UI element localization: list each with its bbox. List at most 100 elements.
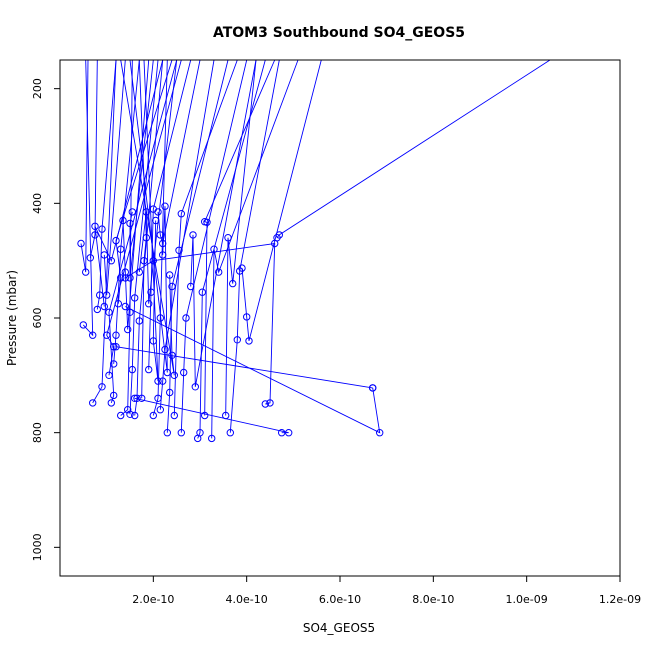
data-point — [112, 236, 120, 245]
y-tick-label: 400 — [31, 193, 44, 214]
profile-line — [190, 59, 257, 387]
data-point — [131, 394, 139, 402]
profile-line — [152, 59, 168, 416]
x-tick-label: 1.2e-09 — [599, 593, 641, 606]
data-point — [226, 429, 235, 437]
data-point — [166, 388, 174, 397]
data-point — [154, 377, 162, 385]
data-point — [131, 294, 139, 302]
x-axis: 2.0e-10 4.0e-10 6.0e-10 8.0e-10 1.0e-09 1.2e-… — [132, 575, 641, 606]
data-point — [145, 300, 153, 308]
profile-line — [159, 59, 215, 410]
profiles-layer — [77, 59, 551, 443]
profile-line — [82, 59, 94, 337]
data-point — [243, 313, 251, 321]
data-point — [166, 271, 174, 279]
data-point — [191, 383, 200, 391]
data-point — [285, 429, 293, 437]
data-point — [245, 337, 253, 345]
data-point — [121, 302, 130, 311]
plot-frame — [59, 59, 621, 577]
data-point — [152, 216, 160, 225]
data-point — [103, 291, 111, 299]
data-point — [201, 411, 209, 420]
profile-line — [89, 59, 98, 258]
data-point — [128, 208, 137, 216]
data-point — [149, 411, 158, 420]
data-point — [145, 365, 153, 374]
data-point — [117, 274, 125, 282]
x-tick-label: 2.0e-10 — [132, 593, 174, 606]
y-axis: 200 400 600 800 1000 — [31, 78, 61, 561]
profile-line — [157, 59, 201, 244]
data-point — [126, 410, 134, 418]
data-point — [105, 308, 113, 316]
data-point — [107, 399, 116, 407]
data-point — [201, 218, 209, 226]
profile-line — [108, 59, 178, 404]
x-tick-label: 4.0e-10 — [226, 593, 268, 606]
data-point — [208, 434, 216, 443]
data-point — [170, 411, 179, 420]
data-point — [126, 274, 134, 282]
data-point — [376, 429, 384, 437]
data-point — [103, 331, 111, 339]
profile-line — [103, 59, 126, 296]
data-point — [89, 331, 97, 339]
data-point — [163, 429, 172, 437]
profile-line — [129, 59, 159, 415]
profile-line — [96, 59, 117, 310]
profile-line — [229, 59, 280, 433]
y-tick-label: 200 — [31, 78, 44, 99]
data-point — [369, 384, 377, 392]
data-point — [82, 268, 90, 276]
data-point — [77, 239, 85, 248]
y-tick-label: 600 — [31, 308, 44, 329]
data-point — [112, 343, 120, 351]
data-point — [135, 317, 144, 325]
data-point — [133, 394, 141, 402]
data-point — [170, 371, 179, 379]
data-point — [198, 288, 207, 296]
profile-line — [122, 59, 150, 330]
data-point — [107, 257, 116, 265]
data-point — [91, 231, 99, 239]
profile-line — [143, 59, 159, 382]
data-point — [93, 305, 102, 314]
data-point — [196, 429, 204, 437]
profile-line — [120, 59, 175, 376]
y-tick-label: 1000 — [31, 533, 44, 561]
x-tick-label: 1.0e-09 — [506, 593, 548, 606]
data-point — [110, 343, 118, 351]
data-point — [168, 282, 176, 291]
data-point — [229, 279, 237, 288]
data-point — [121, 268, 130, 276]
data-point — [278, 429, 286, 437]
profile-line — [94, 59, 164, 307]
profile-line — [106, 59, 182, 376]
profile-line — [120, 59, 133, 416]
profile-line — [134, 59, 164, 416]
data-point — [233, 336, 242, 344]
data-point — [98, 225, 106, 233]
x-tick-label: 8.0e-10 — [412, 593, 454, 606]
profile-line — [125, 306, 381, 434]
data-point — [135, 268, 144, 276]
data-point — [91, 222, 99, 231]
profile-line — [276, 59, 551, 238]
data-point — [86, 254, 95, 262]
profile-line — [138, 59, 147, 399]
data-point — [100, 302, 109, 311]
x-tick-label: 6.0e-10 — [319, 593, 361, 606]
profile-line — [166, 59, 229, 433]
data-point — [177, 429, 186, 437]
profile-line — [211, 59, 299, 439]
data-point — [154, 208, 162, 216]
y-tick-label: 800 — [31, 422, 44, 443]
data-point — [110, 391, 118, 400]
profile-line — [241, 59, 322, 342]
profile-line — [180, 59, 248, 433]
data-point — [215, 268, 223, 276]
chart-title: ATOM3 Southbound SO4_GEOS5 — [213, 25, 465, 41]
